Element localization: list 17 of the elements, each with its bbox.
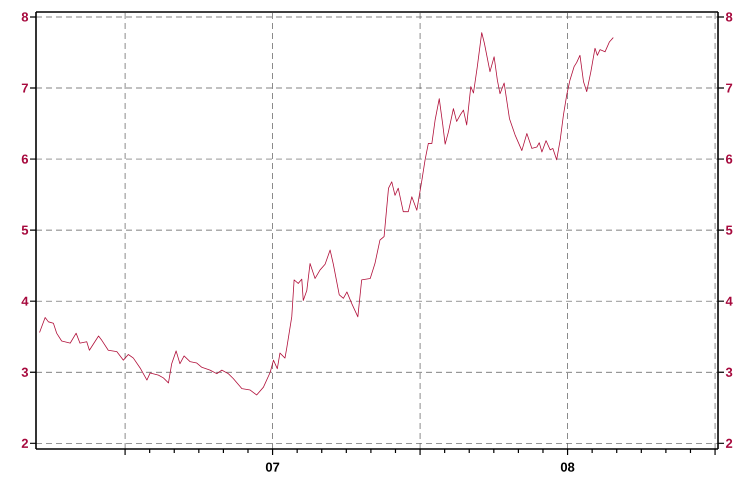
x-tick-label: 07 (266, 462, 280, 472)
y2-tick-label: 3 (726, 368, 732, 377)
y2-tick-label: 2 (726, 438, 732, 448)
y2-tick-label: 7 (726, 84, 732, 92)
y-tick-label: 8 (22, 12, 28, 22)
y-tick-label: 3 (22, 368, 28, 377)
y-tick-label: 5 (22, 226, 28, 235)
y-tick-label: 4 (21, 296, 28, 306)
y-tick-label: 2 (22, 438, 28, 448)
y2-tick-label: 6 (726, 154, 732, 164)
x-tick-label: 08 (560, 462, 574, 472)
y2-tick-label: 4 (726, 296, 733, 306)
y2-tick-label: 8 (726, 12, 732, 22)
y-tick-label: 6 (22, 154, 28, 164)
line-series (39, 32, 614, 396)
y2-tick-label: 5 (726, 226, 732, 235)
y-tick-label: 7 (22, 84, 28, 92)
